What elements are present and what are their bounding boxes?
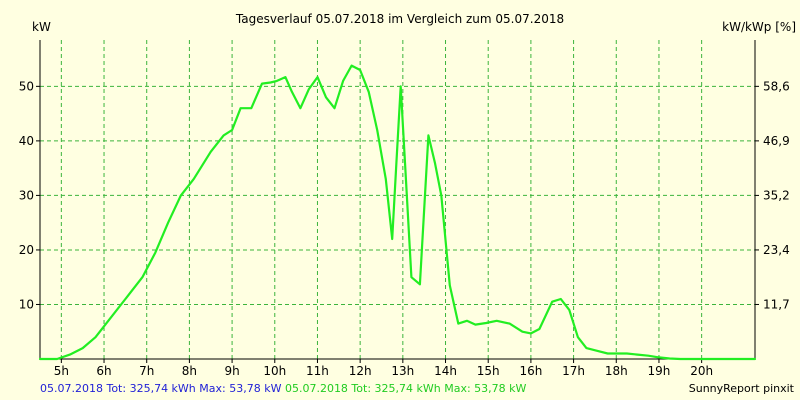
footer-series-2: 05.07.2018 Tot: 325,74 kWh Max: 53,78 kW xyxy=(284,382,527,395)
y-axis-label: kW xyxy=(32,20,51,34)
x-tick-label: 19h xyxy=(648,364,671,378)
x-tick-label: 7h xyxy=(139,364,154,378)
x-tick-label: 15h xyxy=(477,364,500,378)
x-tick-label: 9h xyxy=(224,364,239,378)
x-tick-label: 12h xyxy=(349,364,372,378)
x-tick-label: 17h xyxy=(562,364,585,378)
y-tick-label: 50 xyxy=(19,79,34,93)
credit-text: SunnyReport pinxit xyxy=(688,382,794,395)
y-tick-label: 10 xyxy=(19,297,34,311)
plot-area xyxy=(40,40,755,359)
x-tick-label: 16h xyxy=(519,364,542,378)
y2-tick-label: 58,6 xyxy=(763,79,790,93)
x-tick-label: 8h xyxy=(182,364,197,378)
x-tick-label: 18h xyxy=(605,364,628,378)
chart-title: Tagesverlauf 05.07.2018 im Vergleich zum… xyxy=(235,12,564,26)
x-tick-label: 13h xyxy=(391,364,414,378)
axes xyxy=(36,40,759,363)
x-tick-label: 10h xyxy=(263,364,286,378)
y-tick-label: 30 xyxy=(19,188,34,202)
footer-series-1: 05.07.2018 Tot: 325,74 kWh Max: 53,78 kW xyxy=(40,382,282,395)
y2-axis-label: kW/kWp [%] xyxy=(722,20,796,34)
series-line-1 xyxy=(38,64,757,361)
y2-tick-label: 46,9 xyxy=(763,134,790,148)
y-tick-label: 40 xyxy=(19,134,34,148)
footer-summary: 05.07.2018 Tot: 325,74 kWh Max: 53,78 kW… xyxy=(40,382,526,395)
y2-tick-label: 35,2 xyxy=(763,188,790,202)
x-tick-label: 11h xyxy=(306,364,329,378)
y-tick-label: 20 xyxy=(19,243,34,257)
x-tick-label: 20h xyxy=(690,364,713,378)
series-layer xyxy=(38,64,757,361)
y2-tick-label: 23,4 xyxy=(763,243,790,257)
x-tick-label: 14h xyxy=(434,364,457,378)
tick-labels: 5h 6h 7h 8h 9h 10h 11h 12h 13h 14h 15h 16h 17h 18h 19h… xyxy=(19,79,790,378)
x-tick-label: 5h xyxy=(54,364,69,378)
x-tick-label: 6h xyxy=(96,364,111,378)
grid xyxy=(40,40,755,359)
y2-tick-label: 11,7 xyxy=(763,297,790,311)
